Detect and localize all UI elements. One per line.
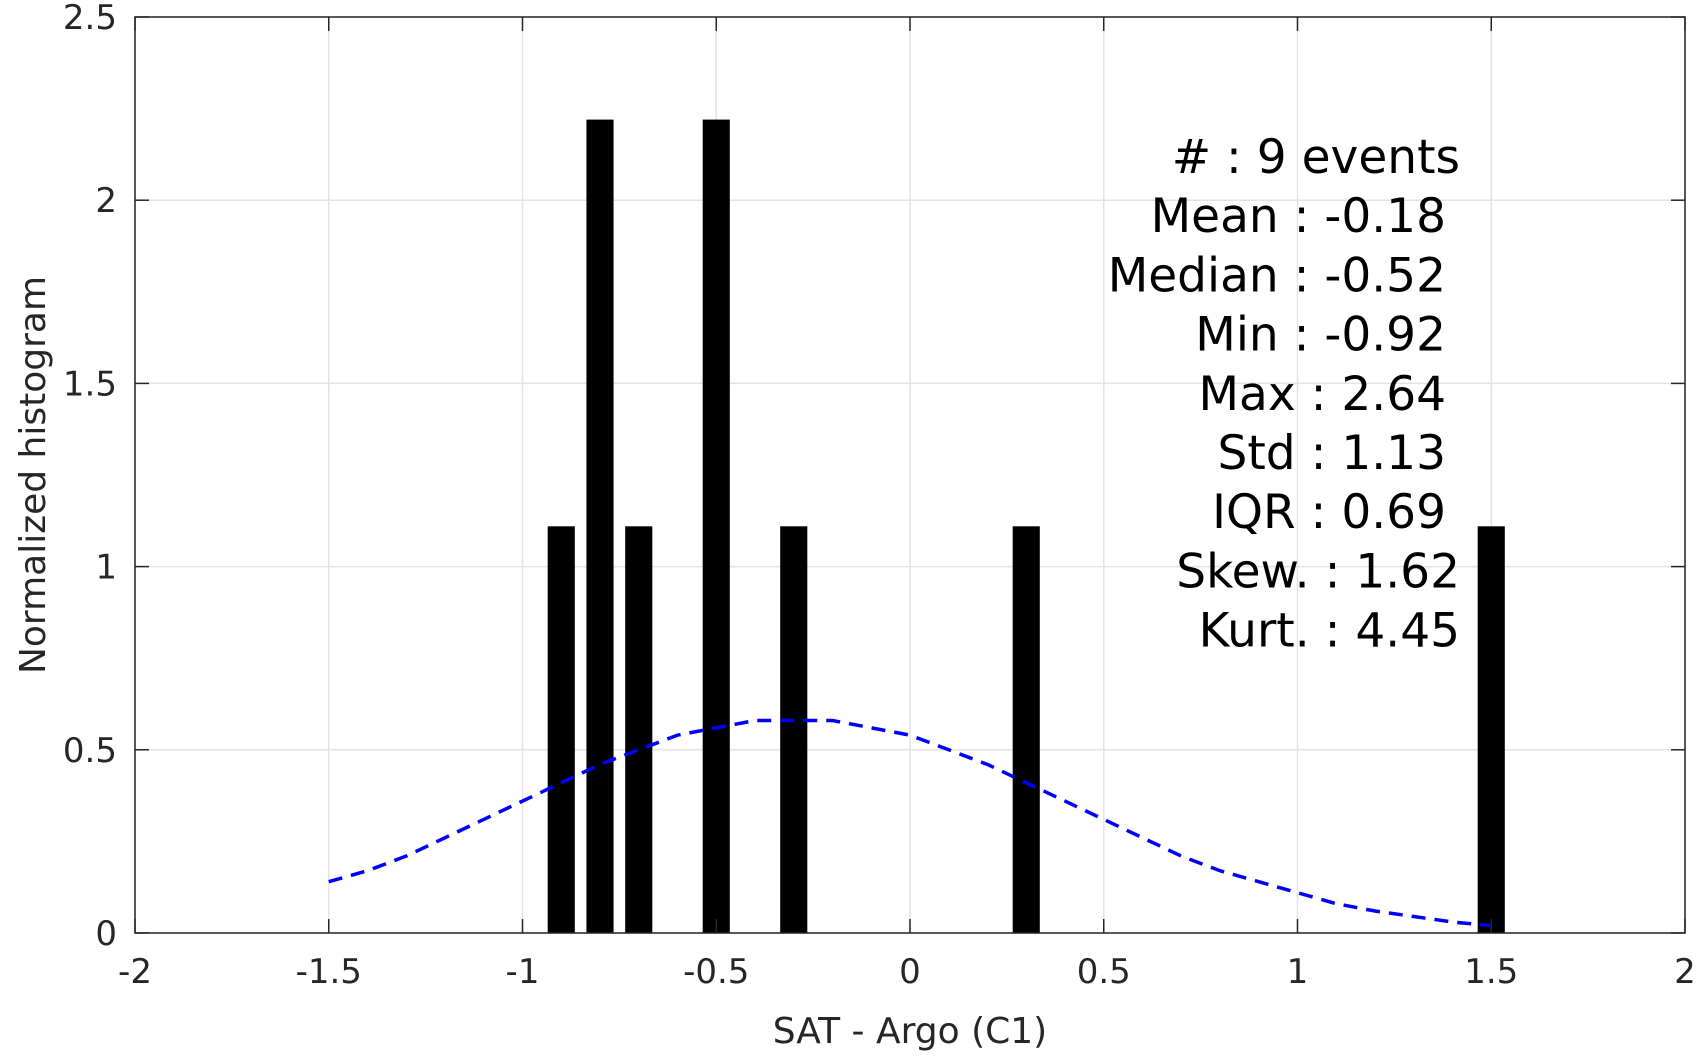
x-tick-labels: -2 -1.5 -1 -0.5 0 0.5 1 1.5 2	[118, 952, 1696, 992]
histogram-bar	[625, 526, 653, 933]
axes-frame	[134, 16, 1686, 934]
y-tick-label: 1	[95, 548, 117, 588]
histogram-bars	[547, 119, 1505, 934]
x-tick-label: -1.5	[296, 952, 362, 992]
stat-line: # : 9 events	[1172, 130, 1460, 185]
fit-curve-line	[328, 718, 1492, 928]
x-axis-label: SAT - Argo (C1)	[773, 1011, 1047, 1052]
stat-line: Kurt. : 4.45	[1199, 604, 1460, 659]
x-tick-label: 1	[1287, 952, 1309, 992]
x-tick-label: 2	[1674, 952, 1696, 992]
y-axis-label: Normalized histogram	[13, 276, 54, 674]
x-tick-label: -0.5	[683, 952, 749, 992]
x-tick-label: -2	[118, 952, 152, 992]
x-tick-label: -1	[506, 952, 540, 992]
x-tick-label: 0	[899, 952, 921, 992]
y-tick-label: 0	[95, 914, 117, 954]
histogram-bar	[702, 119, 730, 934]
stat-line: Min : -0.92	[1195, 308, 1446, 363]
stat-line: Std : 1.13	[1218, 426, 1446, 481]
x-tick-label: 1.5	[1464, 952, 1518, 992]
x-tick-label: 0.5	[1077, 952, 1131, 992]
y-tick-label: 2	[95, 181, 117, 221]
histogram-bar	[1477, 526, 1505, 933]
y-tick-label: 0.5	[63, 731, 117, 771]
y-tick-label: 2.5	[63, 0, 117, 38]
histogram-bar	[1012, 526, 1040, 933]
stat-line: Skew. : 1.62	[1176, 544, 1460, 599]
y-tick-labels: 0 0.5 1 1.5 2 2.5	[63, 0, 117, 954]
stat-line: IQR : 0.69	[1212, 485, 1446, 540]
histogram-bar	[780, 526, 808, 933]
stat-line: Mean : -0.18	[1151, 189, 1446, 244]
histogram-bar	[586, 119, 614, 934]
y-tick-label: 1.5	[63, 364, 117, 404]
stat-line: Max : 2.64	[1198, 367, 1446, 422]
normal-fit-curve	[328, 718, 1492, 928]
stat-line: Median : -0.52	[1108, 248, 1446, 303]
histogram-bar	[547, 526, 575, 933]
